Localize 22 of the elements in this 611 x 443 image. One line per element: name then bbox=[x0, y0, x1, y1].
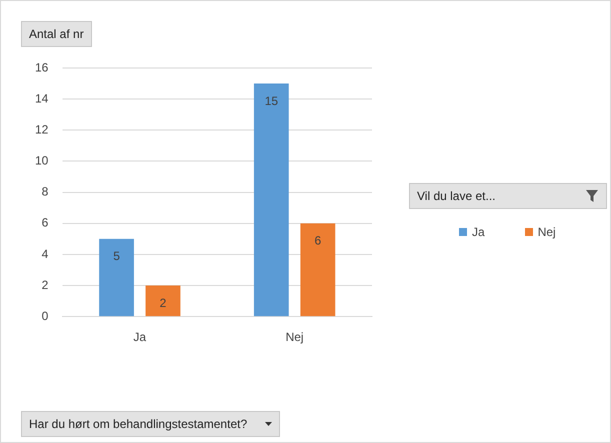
y-tick-label: 4 bbox=[42, 246, 49, 261]
data-label: 5 bbox=[113, 249, 120, 264]
y-tick-label: 8 bbox=[42, 184, 49, 199]
data-label: 2 bbox=[160, 296, 167, 310]
text: Har du hørt om behandlingstestamentet? bbox=[29, 417, 248, 431]
y-tick-label: 16 bbox=[34, 60, 49, 74]
chart-title: Antal af nr bbox=[21, 21, 92, 47]
data-label: 6 bbox=[314, 234, 322, 248]
bar bbox=[99, 238, 134, 316]
y-tick-label: 0 bbox=[42, 308, 49, 323]
data-label: 15 bbox=[264, 94, 278, 108]
y-tick-label: 2 bbox=[42, 278, 49, 292]
bar bbox=[300, 223, 336, 316]
y-tick-label: 12 bbox=[34, 122, 49, 136]
legend-title: Vil du lave et... bbox=[417, 189, 496, 203]
y-tick-label: 14 bbox=[34, 91, 49, 106]
y-tick-label: 6 bbox=[42, 216, 49, 230]
bar bbox=[254, 84, 289, 316]
legend-label: Ja bbox=[472, 225, 485, 239]
y-tick-label: 10 bbox=[34, 154, 49, 168]
bar bbox=[146, 286, 180, 316]
legend-label: Nej bbox=[538, 225, 556, 239]
